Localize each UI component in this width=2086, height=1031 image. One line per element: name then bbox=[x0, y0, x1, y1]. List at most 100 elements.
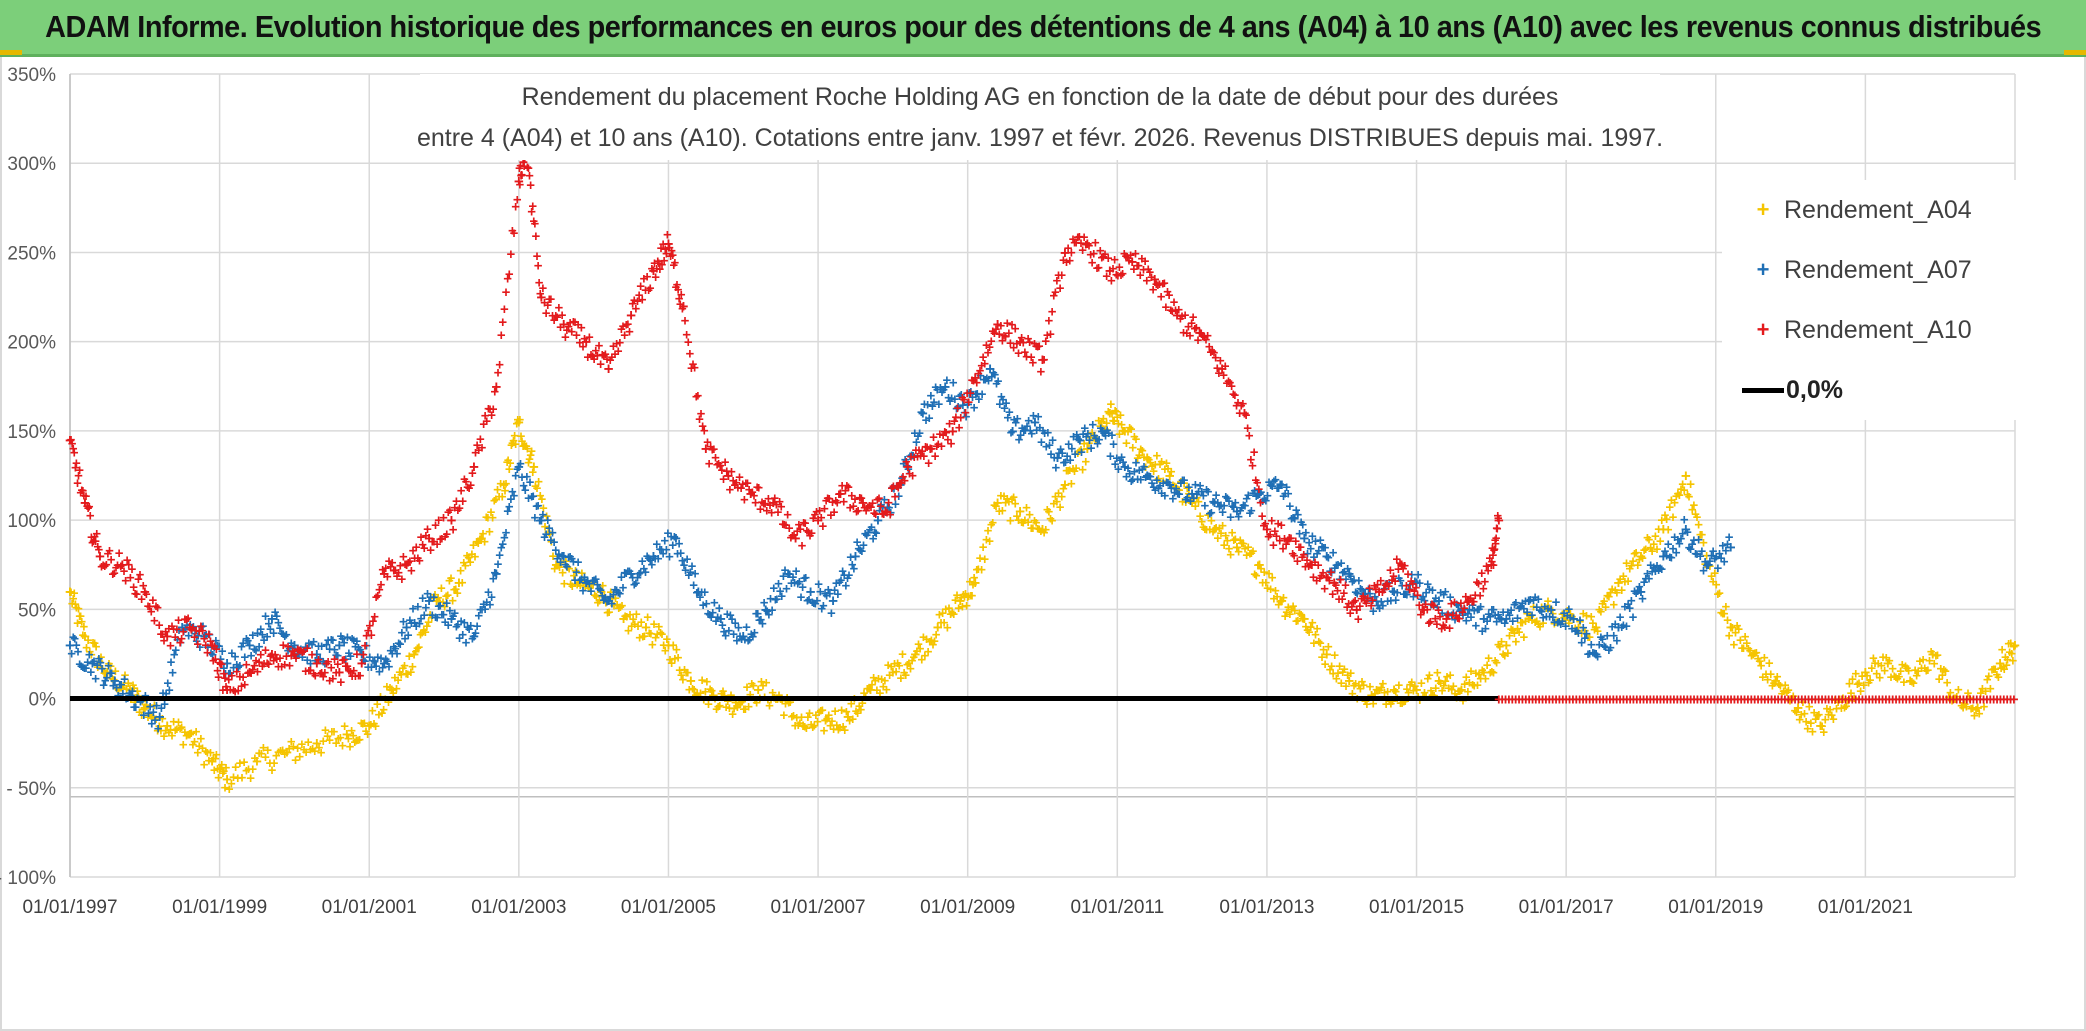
data-point: + bbox=[843, 707, 853, 726]
data-point: + bbox=[1625, 560, 1634, 577]
data-point: + bbox=[1111, 403, 1120, 420]
data-point: + bbox=[71, 596, 80, 613]
data-point: + bbox=[181, 724, 190, 741]
data-point: + bbox=[402, 665, 411, 682]
data-point: + bbox=[1045, 504, 1054, 521]
data-point: + bbox=[510, 488, 519, 505]
data-point: + bbox=[1064, 462, 1073, 479]
data-point: + bbox=[1582, 608, 1591, 625]
data-point: + bbox=[813, 713, 822, 730]
data-point: + bbox=[1338, 664, 1347, 681]
data-point: + bbox=[437, 580, 446, 597]
data-point: + bbox=[768, 685, 777, 702]
data-point: + bbox=[529, 458, 539, 477]
data-point: + bbox=[759, 677, 768, 694]
data-point: + bbox=[185, 725, 195, 744]
data-point: + bbox=[1231, 531, 1240, 548]
data-point: + bbox=[1463, 684, 1472, 701]
data-point: + bbox=[744, 698, 753, 715]
data-point: + bbox=[893, 655, 902, 672]
data-point: + bbox=[849, 560, 858, 577]
data-point: + bbox=[691, 687, 700, 704]
data-point: + bbox=[1475, 666, 1484, 683]
data-point: + bbox=[67, 584, 76, 601]
data-point: + bbox=[982, 531, 991, 548]
data-point: + bbox=[1012, 508, 1021, 525]
data-point: + bbox=[1232, 538, 1242, 557]
data-point: + bbox=[648, 636, 657, 653]
data-point: + bbox=[1693, 509, 1702, 526]
data-point: + bbox=[1651, 528, 1660, 545]
data-point: + bbox=[703, 674, 712, 691]
data-point: + bbox=[1218, 517, 1227, 534]
data-point: + bbox=[858, 695, 867, 712]
x-tick-label: 01/01/2007 bbox=[771, 897, 866, 918]
data-point: + bbox=[131, 694, 140, 711]
data-point: + bbox=[397, 667, 406, 684]
data-point: + bbox=[1250, 566, 1259, 583]
data-point: + bbox=[95, 653, 104, 670]
data-point: + bbox=[1709, 573, 1718, 590]
data-point: + bbox=[1860, 663, 1870, 682]
data-point: + bbox=[1114, 416, 1123, 433]
data-point: + bbox=[282, 743, 292, 762]
data-point: + bbox=[1995, 654, 2005, 673]
data-point: + bbox=[1496, 638, 1505, 655]
data-point: + bbox=[625, 324, 634, 341]
data-point: + bbox=[411, 643, 420, 660]
data-point: + bbox=[1548, 605, 1557, 622]
data-point: + bbox=[287, 733, 296, 750]
data-point: + bbox=[864, 680, 873, 697]
data-point: + bbox=[534, 258, 543, 275]
data-point: + bbox=[1467, 663, 1476, 680]
data-point: + bbox=[332, 735, 341, 752]
data-point: + bbox=[490, 492, 499, 509]
data-point: + bbox=[1375, 682, 1384, 699]
data-point: + bbox=[1460, 676, 1469, 693]
data-point: + bbox=[1590, 622, 1599, 639]
data-point: + bbox=[1510, 625, 1519, 642]
data-point: + bbox=[1125, 419, 1134, 436]
data-point: + bbox=[156, 722, 165, 739]
data-point: + bbox=[810, 717, 819, 734]
data-point: + bbox=[1613, 584, 1622, 601]
data-point: + bbox=[574, 574, 584, 593]
data-point: + bbox=[431, 586, 440, 603]
data-point: + bbox=[727, 687, 736, 704]
data-point: + bbox=[1367, 686, 1377, 705]
data-point: + bbox=[1654, 521, 1663, 538]
data-point: + bbox=[1526, 609, 1535, 626]
data-point: + bbox=[1213, 530, 1222, 547]
data-point: + bbox=[84, 632, 93, 649]
data-point: + bbox=[350, 734, 359, 751]
data-point: + bbox=[386, 679, 395, 696]
data-point: + bbox=[662, 631, 671, 648]
data-point: + bbox=[602, 595, 611, 612]
data-point: + bbox=[1136, 441, 1145, 458]
data-point: + bbox=[536, 488, 545, 505]
data-point: + bbox=[1292, 613, 1301, 630]
data-point: + bbox=[927, 632, 936, 649]
data-point: + bbox=[197, 730, 206, 747]
data-point: + bbox=[469, 537, 478, 554]
data-point: + bbox=[363, 726, 372, 743]
data-point: + bbox=[248, 761, 257, 778]
data-point: + bbox=[840, 722, 849, 739]
data-point: + bbox=[570, 567, 579, 584]
data-point: + bbox=[1617, 582, 1626, 599]
data-point: + bbox=[1346, 665, 1355, 682]
data-point: + bbox=[2010, 639, 2019, 656]
data-point: + bbox=[475, 531, 484, 548]
data-point: + bbox=[589, 576, 598, 593]
data-point: + bbox=[133, 683, 142, 700]
data-point: + bbox=[1303, 622, 1312, 639]
legend-label-zero: 0,0% bbox=[1786, 375, 1843, 404]
data-point: + bbox=[1177, 473, 1186, 490]
data-point: + bbox=[836, 720, 845, 737]
data-point: + bbox=[1588, 615, 1597, 632]
data-point: + bbox=[897, 670, 906, 687]
data-point: + bbox=[1366, 678, 1375, 695]
data-point: + bbox=[909, 649, 918, 666]
data-point: + bbox=[1152, 448, 1161, 465]
data-point: + bbox=[1409, 683, 1418, 700]
